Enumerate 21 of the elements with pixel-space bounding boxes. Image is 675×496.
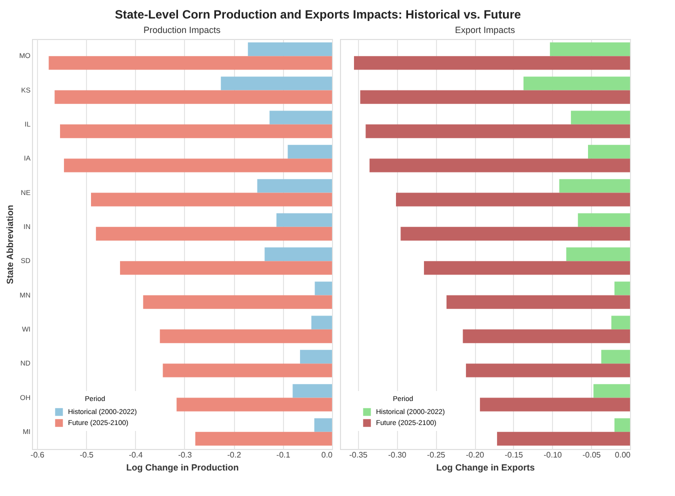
x-tick-label: -0.4 <box>128 450 144 460</box>
x-tick-label: -0.35 <box>349 450 368 460</box>
x-axis-title: Log Change in Production <box>126 462 239 472</box>
x-axis-title: Log Change in Exports <box>436 462 535 472</box>
x-tick-label: -0.6 <box>30 450 45 460</box>
x-tick-label: 0.0 <box>321 450 334 460</box>
x-tick-label: -0.1 <box>276 450 291 460</box>
x-tick-label: -0.20 <box>466 450 485 460</box>
chart-title: State-Level Corn Production and Exports Impacts: Historical vs. Future <box>114 8 522 22</box>
chart-subtitle: Export Impacts <box>454 25 516 35</box>
x-tick-label: -0.30 <box>388 450 407 460</box>
x-tick-label: -0.5 <box>80 450 94 460</box>
y-axis-title: State Abbreviation <box>5 204 16 284</box>
x-tick-label: -0.3 <box>178 450 192 460</box>
x-tick-label: -0.2 <box>227 450 242 460</box>
x-tick-label: -0.05 <box>582 450 602 460</box>
x-tick-label: -0.15 <box>504 450 524 460</box>
x-tick-label: 0.00 <box>614 450 632 460</box>
x-tick-label: -0.10 <box>544 450 562 460</box>
chart-subtitle: Production Impacts <box>143 25 222 35</box>
x-tick-label: -0.25 <box>427 450 446 460</box>
